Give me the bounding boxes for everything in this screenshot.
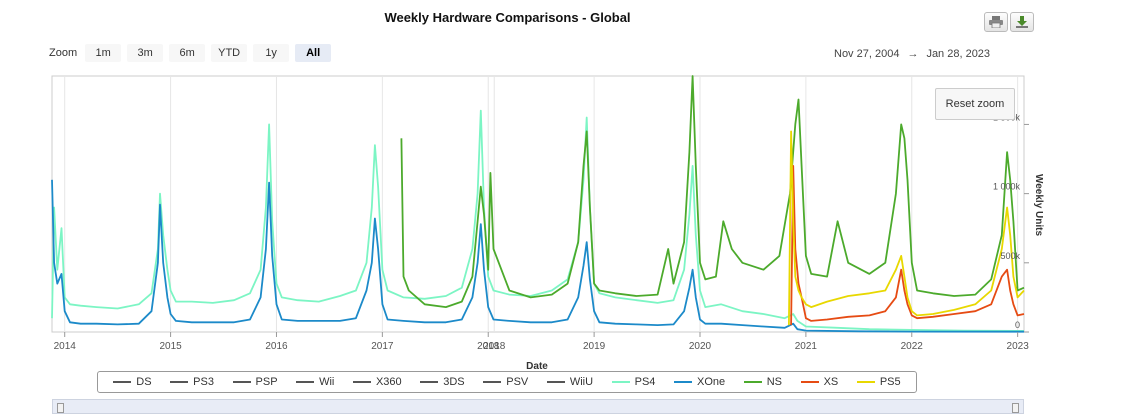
legend-item-psv[interactable]: PSV	[483, 376, 528, 388]
legend-item-ps3[interactable]: PS3	[170, 376, 214, 388]
legend-item-ps4[interactable]: PS4	[611, 376, 656, 388]
legend-swatch	[170, 381, 189, 383]
legend-swatch	[611, 381, 630, 383]
legend-item-xone[interactable]: XOne	[674, 376, 725, 388]
printer-icon	[989, 16, 1003, 28]
legend-swatch	[743, 381, 762, 383]
zoom-all-button[interactable]: All	[295, 44, 332, 62]
legend-label: PS3	[193, 376, 214, 388]
legend-label: PS5	[879, 376, 901, 388]
legend-item-ps5[interactable]: PS5	[856, 376, 901, 388]
download-button[interactable]	[1010, 12, 1034, 32]
zoom-3m-button[interactable]: 3m	[127, 44, 164, 62]
legend-label: PSV	[506, 376, 529, 388]
x-tick-label: 2021	[795, 341, 818, 352]
legend-swatch	[420, 381, 439, 383]
print-button[interactable]	[984, 12, 1008, 32]
series-line-ps4[interactable]	[51, 109, 1025, 332]
legend-item-wii[interactable]: Wii	[296, 376, 334, 388]
legend-label: XOne	[697, 376, 726, 388]
navigator-left-handle[interactable]	[57, 403, 64, 413]
navigator[interactable]	[52, 399, 1024, 414]
x-tick-label: 2018	[477, 341, 500, 352]
x-tick-label: 2020	[689, 341, 712, 352]
y-tick-label: 500k	[1000, 251, 1020, 261]
zoom-6m-button[interactable]: 6m	[169, 44, 206, 62]
legend-label: 3DS	[443, 376, 465, 388]
legend-label: PS4	[634, 376, 656, 388]
download-icon	[1016, 16, 1028, 28]
legend-swatch	[546, 381, 565, 383]
series-line-xs[interactable]	[790, 165, 1025, 326]
reset-zoom-button[interactable]: Reset zoom	[935, 88, 1015, 120]
legend-label: XS	[823, 376, 839, 388]
legend-item-psp[interactable]: PSP	[232, 376, 278, 388]
legend-label: X360	[375, 376, 402, 388]
y-axis-label: Weekly Units	[1033, 174, 1044, 236]
legend-item-ns[interactable]: NS	[743, 376, 782, 388]
series-line-ps5[interactable]	[788, 130, 1025, 326]
legend-swatch	[113, 381, 132, 383]
legend-item-ds[interactable]: DS	[113, 376, 152, 388]
legend-label: DS	[136, 376, 152, 388]
zoom-1y-button[interactable]: 1y	[253, 44, 290, 62]
legend-item-3ds[interactable]: 3DS	[420, 376, 465, 388]
legend-swatch	[483, 381, 502, 383]
x-tick-label: 2022	[901, 341, 924, 352]
zoom-bar: Zoom 1m 3m 6m YTD 1y All	[49, 44, 332, 62]
series-line-ns[interactable]	[400, 75, 1025, 308]
date-range: Nov 27, 2004 → Jan 28, 2023	[834, 48, 990, 60]
legend-item-x360[interactable]: X360	[352, 376, 402, 388]
navigator-right-handle[interactable]	[1012, 403, 1019, 413]
legend-label: WiiU	[569, 376, 594, 388]
legend-swatch	[856, 381, 875, 383]
legend-label: PSP	[255, 376, 278, 388]
x-tick-label: 2015	[159, 341, 182, 352]
chart-title: Weekly Hardware Comparisons - Global	[384, 10, 631, 25]
y-tick-label: 1 000k	[993, 182, 1021, 192]
x-tick-label-overlap: 2018	[483, 341, 506, 352]
legend-label: NS	[766, 376, 782, 388]
legend-swatch	[674, 381, 692, 383]
range-arrow: →	[907, 48, 919, 60]
legend-item-wiiu[interactable]: WiiU	[546, 376, 594, 388]
legend-swatch	[296, 381, 315, 383]
legend-item-xs[interactable]: XS	[800, 376, 839, 388]
range-to-input[interactable]: Jan 28, 2023	[926, 48, 991, 60]
legend-swatch	[232, 381, 251, 383]
x-tick-label: 2023	[1007, 341, 1030, 352]
x-tick-label: 2016	[265, 341, 288, 352]
zoom-1m-button[interactable]: 1m	[85, 44, 122, 62]
zoom-label: Zoom	[49, 47, 78, 59]
legend: DS PS3 PSP Wii X360 3DS PSV WiiU PS4 XOne NS XS PS5	[97, 371, 917, 393]
legend-label: Wii	[319, 376, 335, 388]
series-line-xone[interactable]	[51, 179, 1025, 333]
x-tick-label: 2019	[583, 341, 606, 352]
legend-swatch	[800, 381, 819, 383]
zoom-ytd-button[interactable]: YTD	[211, 44, 248, 62]
y-tick-label: 0	[1015, 320, 1020, 330]
x-axis-label: Date	[526, 361, 548, 372]
plot-area	[51, 75, 1025, 333]
export-buttons	[984, 12, 1034, 32]
legend-swatch	[352, 381, 371, 383]
x-tick-label: 2017	[371, 341, 394, 352]
x-tick-label: 2014	[54, 341, 77, 352]
range-from-input[interactable]: Nov 27, 2004	[834, 48, 900, 60]
